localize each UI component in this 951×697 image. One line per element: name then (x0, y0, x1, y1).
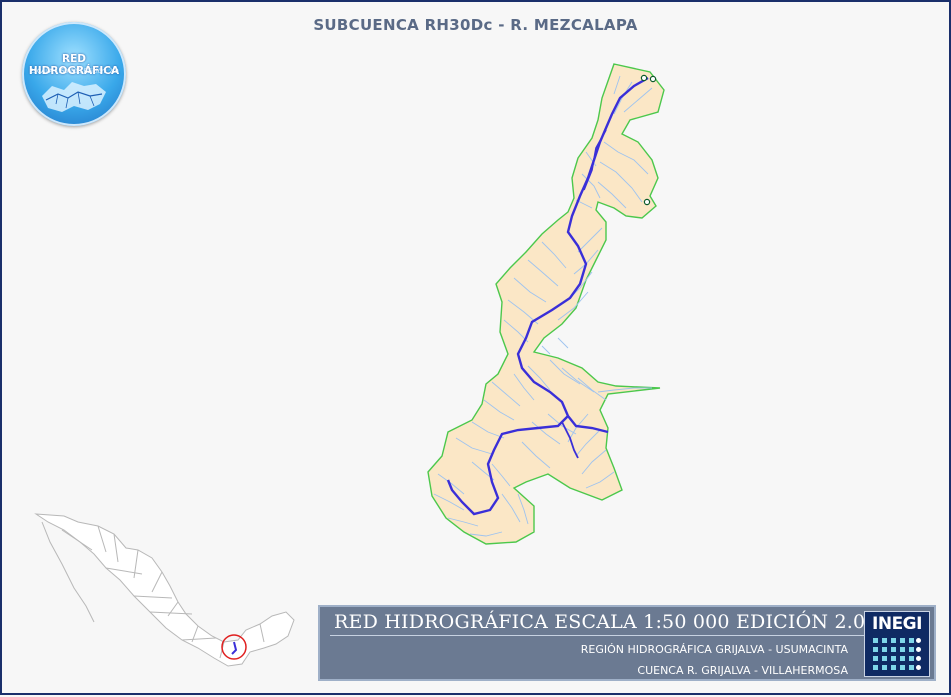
inegi-logo-text: INEGI (872, 614, 922, 634)
subbasin-area (427, 63, 665, 545)
banner-divider (330, 635, 865, 636)
map-title: SUBCUENCA RH30Dc - R. MEZCALAPA (313, 16, 638, 34)
locator-basin-mark (231, 641, 238, 655)
logo-title: RED HIDROGRÁFICA (28, 53, 120, 77)
locator-highlight-circle (221, 634, 247, 660)
outlet-marker (640, 74, 648, 82)
main-river (446, 76, 649, 516)
outlet-marker (643, 198, 651, 206)
inegi-logo: INEGI (864, 611, 930, 677)
inegi-dots-icon (873, 638, 921, 670)
banner-title: RED HIDROGRÁFICA ESCALA 1:50 000 EDICIÓN… (334, 611, 866, 633)
logo-basin-icon (42, 82, 106, 112)
tributary-streams (433, 75, 653, 537)
map-legend-banner: RED HIDROGRÁFICA ESCALA 1:50 000 EDICIÓN… (318, 605, 936, 681)
outlet-marker (649, 75, 657, 83)
logo-subtitle: ESCALA 1:50 000 Edición: 2.0 (29, 68, 119, 75)
mexico-locator-map (34, 513, 295, 667)
banner-cuenca: CUENCA R. GRIJALVA - VILLAHERMOSA (637, 664, 848, 677)
banner-region: REGIÓN HIDROGRÁFICA GRIJALVA - USUMACINT… (580, 643, 848, 656)
red-hidrografica-logo: RED HIDROGRÁFICA ESCALA 1:50 000 Edición… (22, 22, 126, 126)
